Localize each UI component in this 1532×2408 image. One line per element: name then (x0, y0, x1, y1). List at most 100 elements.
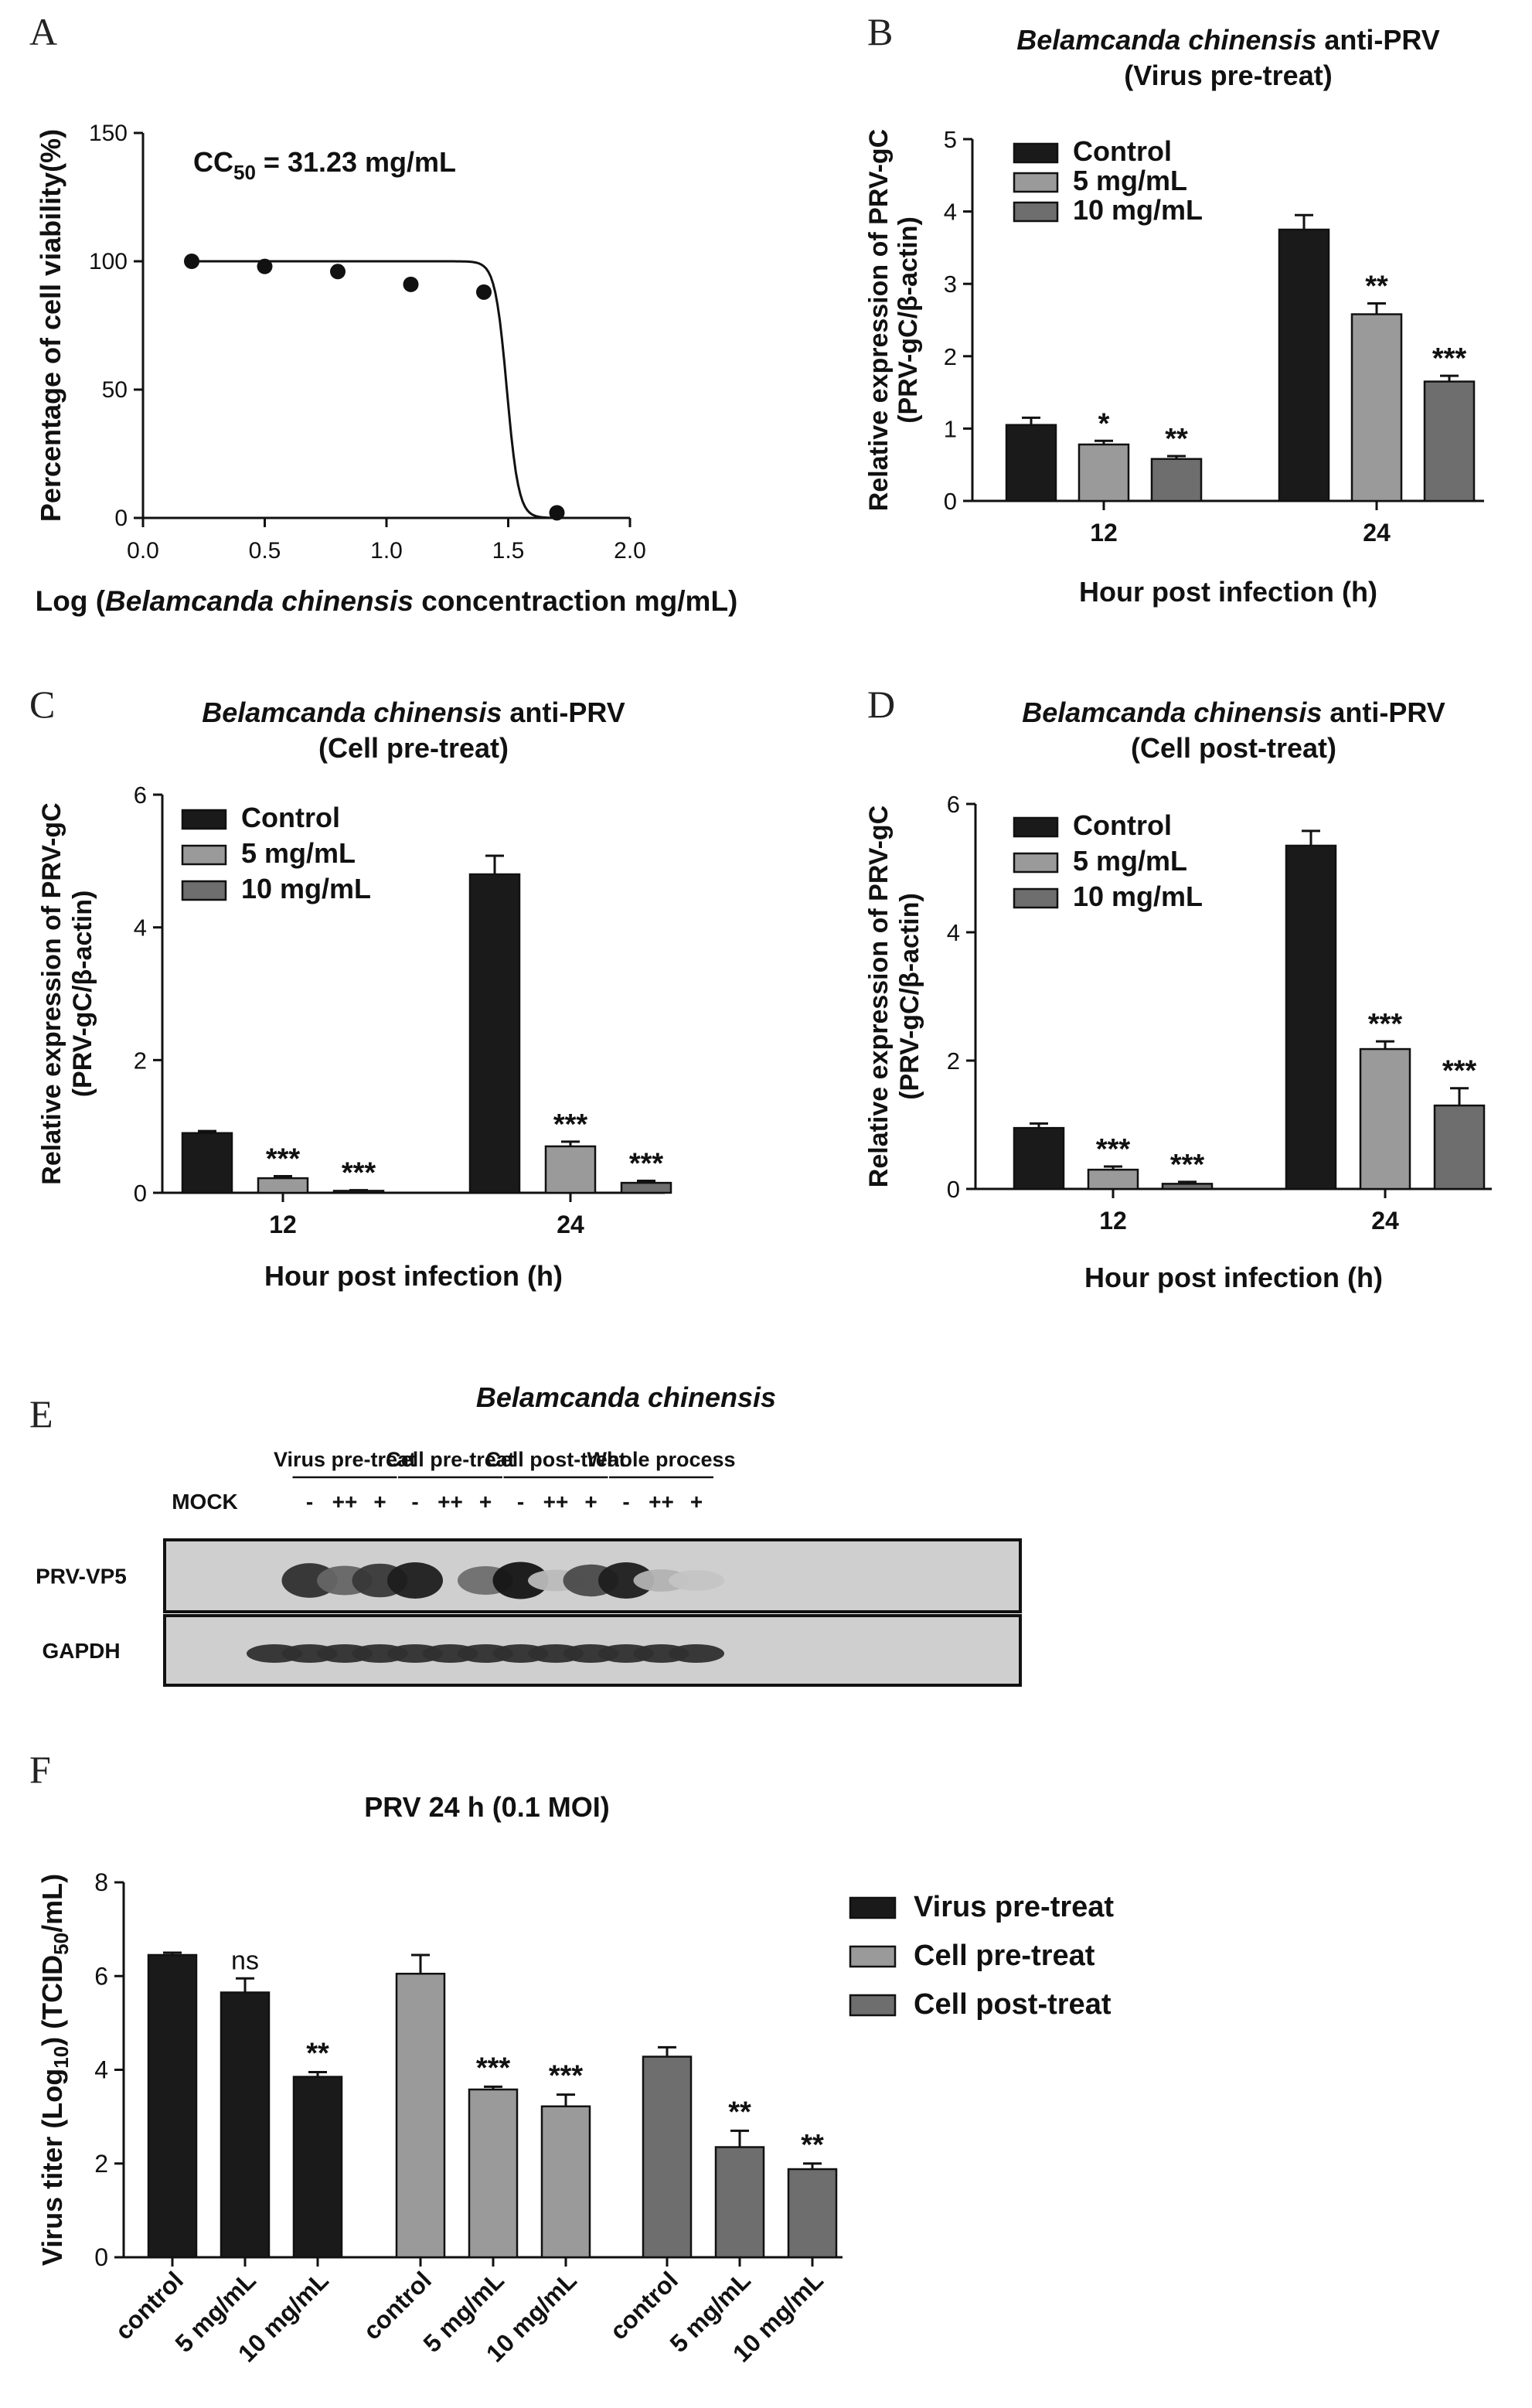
significance-label: *** (549, 2060, 584, 2093)
bar (787, 2168, 838, 2259)
x-tick-label: 12 (269, 1211, 297, 1238)
y-label-subscript: 50 (49, 1933, 73, 1955)
bar (220, 1991, 271, 2259)
chart-c: Belamcanda chinensis anti-PRV (Cell pre-t… (37, 697, 672, 1292)
y-tick-label: 4 (94, 2056, 108, 2084)
y-label-subscript: 10 (49, 2046, 73, 2069)
chart-title: Belamcanda chinensis anti-PRV (1022, 697, 1445, 728)
legend-swatch (1013, 816, 1059, 838)
panel-d: D Belamcanda chinensis anti-PRV (Cell pos… (773, 673, 1532, 1314)
bar (257, 1177, 309, 1194)
y-axis-label: Relative expression of PRV-gC (864, 806, 894, 1187)
y-tick-label: 4 (947, 919, 960, 946)
legend-swatch (1013, 887, 1059, 909)
bar (468, 2088, 519, 2259)
y-tick-label: 3 (944, 271, 957, 298)
y-tick-label: 2 (947, 1047, 960, 1075)
legend-swatch (181, 809, 227, 830)
y-axis-label: Percentage of cell viability(%) (35, 129, 66, 522)
significance-label: *** (1368, 1008, 1403, 1041)
y-tick-label: 0 (114, 506, 128, 531)
chart-title-species: Belamcanda chinensis (1022, 697, 1322, 728)
bar (1423, 380, 1476, 502)
bar (620, 1181, 672, 1194)
y-label-part: Virus titer (Log (36, 2069, 68, 2266)
y-tick-label: 50 (102, 377, 128, 403)
chart-subtitle: (Virus pre-treat) (1124, 60, 1332, 91)
significance-label: *** (476, 2052, 511, 2084)
blot-band (598, 1562, 654, 1599)
significance-label: *** (1442, 1055, 1477, 1088)
legend-swatch (1013, 201, 1059, 223)
panel-label-c: C (29, 683, 56, 726)
blot-band (669, 1570, 724, 1591)
panel-label-f: F (29, 1748, 51, 1791)
data-point (184, 254, 199, 269)
y-tick-label: 4 (944, 199, 957, 226)
legend-label: 10 mg/mL (241, 873, 371, 904)
legend-label: 10 mg/mL (1073, 880, 1203, 912)
y-tick-label: 6 (947, 791, 960, 818)
mock-label: MOCK (172, 1490, 238, 1514)
treatment-sign: ++ (332, 1490, 358, 1514)
y-tick-label: 0 (134, 1180, 147, 1207)
blot-group-label: Whole process (587, 1448, 735, 1471)
treatment-sign: - (306, 1490, 313, 1514)
x-axis-label: Hour post infection (h) (1079, 576, 1377, 608)
treatment-sign: + (584, 1490, 597, 1514)
y-label-part: /mL) (36, 1874, 68, 1933)
y-axis-label-units: (PRV-gC/β-actin) (68, 891, 97, 1098)
legend-label: Control (1073, 809, 1172, 841)
panel-label-a: A (29, 10, 58, 53)
bar (1433, 1104, 1486, 1190)
panel-e: E Belamcanda chinensis MOCK Virus pre-trea… (0, 1361, 1532, 1701)
bar (1161, 1183, 1214, 1190)
treatment-sign: - (517, 1490, 524, 1514)
blot-title: Belamcanda chinensis (476, 1381, 776, 1413)
x-label-part: concentraction mg/mL) (414, 585, 737, 617)
x-tick-label: 2.0 (614, 538, 646, 564)
significance-label: *** (1432, 342, 1467, 375)
blot-band (387, 1562, 443, 1599)
significance-label: ** (801, 2129, 824, 2161)
y-tick-label: 0 (944, 488, 957, 515)
legend-label: 10 mg/mL (1073, 194, 1203, 226)
legend-swatch (849, 1994, 897, 2017)
bar (1005, 424, 1057, 502)
fit-curve (192, 260, 557, 519)
significance-label: *** (266, 1143, 301, 1176)
y-tick-label: 5 (944, 126, 957, 153)
x-tick-label: 24 (1371, 1207, 1399, 1235)
panel-c: C Belamcanda chinensis anti-PRV (Cell pre… (0, 673, 765, 1314)
blot-group-label: Virus pre-treat (274, 1448, 416, 1471)
bar (1359, 1047, 1411, 1190)
significance-label: ** (1365, 270, 1388, 302)
legend-swatch (849, 1896, 897, 1919)
legend-label: 5 mg/mL (1073, 165, 1187, 196)
y-tick-label: 2 (94, 2150, 108, 2178)
data-point (549, 505, 565, 521)
chart-title: Belamcanda chinensis anti-PRV (202, 697, 625, 728)
western-blot: Belamcanda chinensis MOCK Virus pre-treat -… (36, 1381, 1022, 1687)
y-tick-label: 8 (94, 1868, 108, 1896)
y-axis-label-units: (PRV-gC/β-actin) (895, 893, 924, 1100)
x-tick-label: 1.5 (492, 538, 525, 564)
legend-label: Cell pre-treat (914, 1940, 1095, 1972)
legend-label: Cell post-treat (914, 1988, 1112, 2021)
bar (714, 2146, 765, 2259)
panel-label-d: D (867, 683, 896, 726)
x-tick-label: 1.0 (370, 538, 403, 564)
y-tick-label: 1 (944, 415, 957, 442)
panel-a: A 0 50 100 150 0.0 0.5 1.0 1.5 2.0 CC50 = 31.23 m… (0, 0, 765, 634)
chart-title-rest: anti-PRV (1322, 697, 1445, 728)
cc50-subscript: 50 (233, 161, 256, 184)
bar (468, 873, 521, 1194)
chart-title-species: Belamcanda chinensis (202, 697, 502, 728)
treatment-sign: - (411, 1490, 418, 1514)
y-tick-label: 6 (94, 1962, 108, 1990)
legend-swatch (181, 880, 227, 901)
bar (1285, 844, 1337, 1190)
data-point (476, 284, 492, 300)
data-point (330, 264, 346, 280)
